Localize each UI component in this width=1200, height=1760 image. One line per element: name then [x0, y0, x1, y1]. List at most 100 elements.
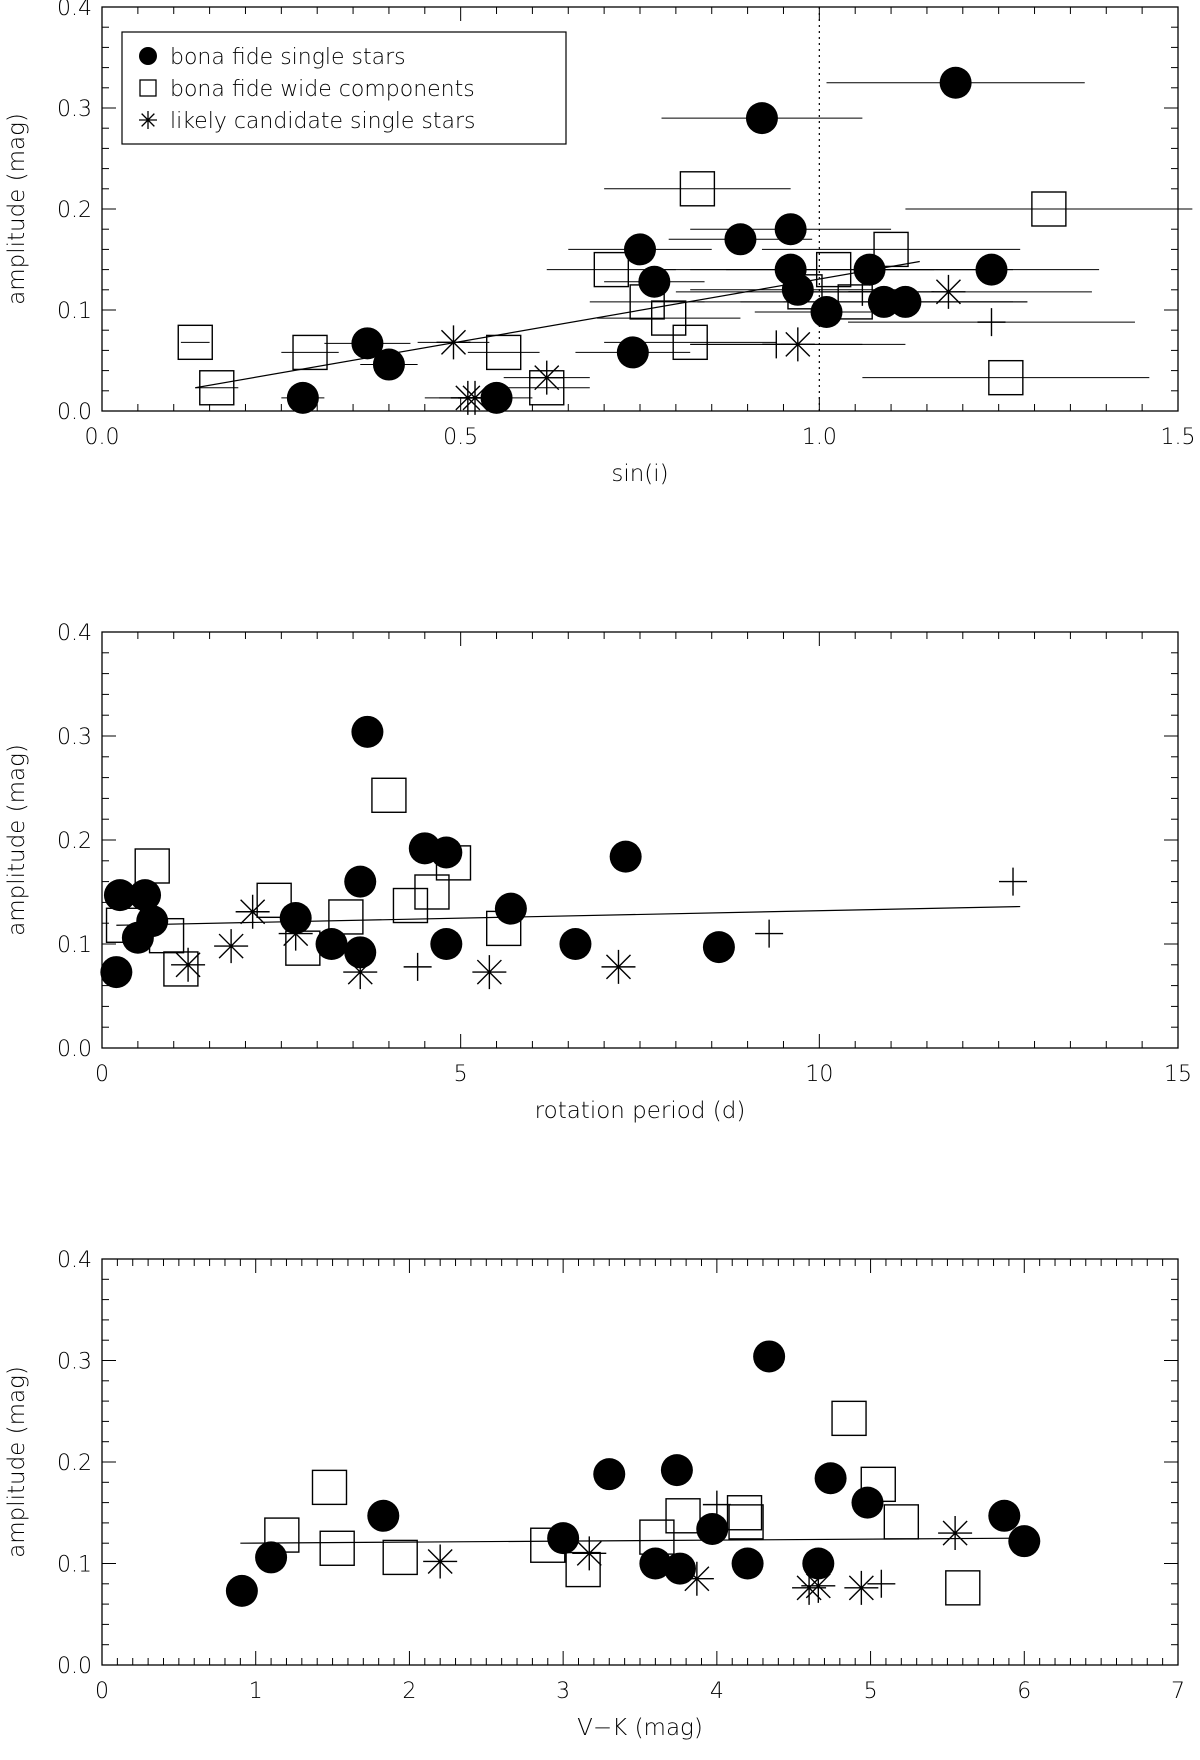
data-point-dot — [286, 381, 319, 414]
data-point-dot — [939, 66, 972, 99]
data-point-dot — [753, 1340, 786, 1373]
data-point-square — [264, 1517, 300, 1553]
data-point-dot — [624, 233, 656, 266]
y-tick-label: 0.1 — [57, 933, 92, 958]
y-axis-label: amplitude (mag) — [4, 744, 30, 936]
data-point-square — [883, 1504, 920, 1540]
data-point-dot — [745, 102, 778, 135]
data-point-dot — [351, 715, 384, 748]
y-tick-label: 0.1 — [57, 1553, 92, 1578]
data-point-square — [328, 899, 364, 935]
y-tick-label: 0.0 — [57, 400, 92, 425]
legend-label: bona fide single stars — [170, 45, 406, 70]
data-point-square — [665, 1498, 701, 1534]
data-point-plus — [999, 867, 1028, 896]
data-point-dot — [344, 936, 377, 969]
data-point-square — [860, 1466, 896, 1503]
data-point-asterisk — [278, 916, 313, 951]
data-point-plus — [977, 308, 1006, 337]
data-point-plus — [848, 277, 877, 306]
data-point-square — [650, 300, 687, 336]
data-point-square — [105, 907, 142, 943]
x-tick-label: 1.0 — [802, 425, 837, 450]
data-point-square — [1031, 191, 1067, 227]
data-point-dot — [559, 928, 592, 960]
data-point-dot — [372, 348, 405, 381]
data-point-dot — [547, 1522, 580, 1555]
data-point-plus — [403, 952, 432, 981]
data-point-square — [815, 251, 852, 288]
data-point-asterisk — [235, 894, 270, 929]
data-point-dot — [988, 1499, 1021, 1532]
data-point-square — [392, 887, 429, 924]
data-point-asterisk — [214, 929, 249, 964]
data-point-dot — [889, 285, 922, 318]
data-point-square — [629, 284, 665, 320]
legend-asterisk-icon — [139, 111, 157, 129]
y-tick-label: 0.4 — [57, 621, 92, 646]
x-tick-label: 7 — [1171, 1679, 1185, 1704]
data-point-asterisk — [343, 955, 378, 990]
x-tick-label: 0.0 — [85, 425, 120, 450]
data-point-square — [486, 910, 522, 947]
data-point-dot — [593, 1458, 626, 1491]
legend-dot-icon — [139, 47, 157, 65]
data-point-dot — [430, 928, 463, 960]
x-tick-label: 10 — [805, 1062, 833, 1087]
data-point-asterisk — [780, 327, 815, 362]
data-point-square — [199, 370, 235, 406]
y-tick-label: 0.2 — [57, 1451, 92, 1476]
chart-panel-3: 0 1 2 3 4 5 6 7 0.0 0.1 0.2 0.3 0.4 V−K (mag) amplitud… — [4, 1248, 1185, 1741]
data-point-square — [256, 882, 292, 919]
data-point-dot — [724, 223, 757, 256]
data-point-dot — [136, 905, 169, 938]
legend-label: bona fide wide components — [170, 77, 475, 102]
y-tick-label: 0.0 — [57, 1654, 92, 1679]
data-point-dot — [344, 865, 377, 898]
x-tick-label: 1 — [249, 1679, 263, 1704]
y-axis-label: amplitude (mag) — [4, 113, 30, 305]
data-point-square — [319, 1530, 355, 1566]
data-point-square — [486, 334, 522, 371]
data-point-asterisk — [931, 274, 966, 309]
data-point-dot — [781, 273, 814, 306]
data-point-square — [593, 251, 630, 288]
x-tick-label: 5 — [864, 1679, 878, 1704]
data-point-square — [837, 284, 873, 320]
data-point-asterisk — [529, 360, 564, 395]
data-point-square — [148, 917, 185, 954]
data-point-dot — [129, 879, 162, 912]
data-point-square — [988, 359, 1024, 396]
legend-label: likely candidate single stars — [170, 109, 475, 134]
y-tick-label: 0.2 — [57, 829, 92, 854]
data-point-asterisk — [792, 1570, 827, 1605]
data-point-dot — [802, 1547, 835, 1580]
data-point-dot — [774, 213, 807, 246]
data-point-square — [163, 951, 199, 987]
plot-frame — [101, 631, 1179, 1049]
data-point-dot — [430, 836, 463, 869]
data-point-dot — [853, 253, 886, 286]
data-point-square — [530, 1527, 566, 1563]
data-point-square — [787, 274, 823, 310]
x-tick-label: 5 — [454, 1062, 468, 1087]
y-tick-label: 0.3 — [57, 97, 92, 122]
data-point-dot — [494, 892, 527, 925]
fit-line — [116, 905, 1021, 926]
data-point-asterisk — [679, 1561, 714, 1596]
data-point-asterisk — [171, 947, 206, 982]
x-tick-label: 0 — [95, 1679, 109, 1704]
y-tick-label: 0.4 — [57, 0, 92, 21]
x-tick-label: 3 — [556, 1679, 570, 1704]
data-point-square — [177, 324, 213, 361]
data-point-dot — [609, 840, 642, 873]
data-point-asterisk — [472, 955, 507, 990]
data-point-asterisk — [844, 1570, 879, 1605]
plot-frame — [101, 1258, 1179, 1666]
data-point-dot — [616, 336, 649, 369]
data-point-dot — [663, 1552, 696, 1585]
legend-square-icon — [139, 79, 157, 97]
y-tick-label: 0.1 — [57, 299, 92, 324]
data-point-asterisk — [572, 1536, 607, 1571]
data-point-square — [134, 848, 170, 884]
